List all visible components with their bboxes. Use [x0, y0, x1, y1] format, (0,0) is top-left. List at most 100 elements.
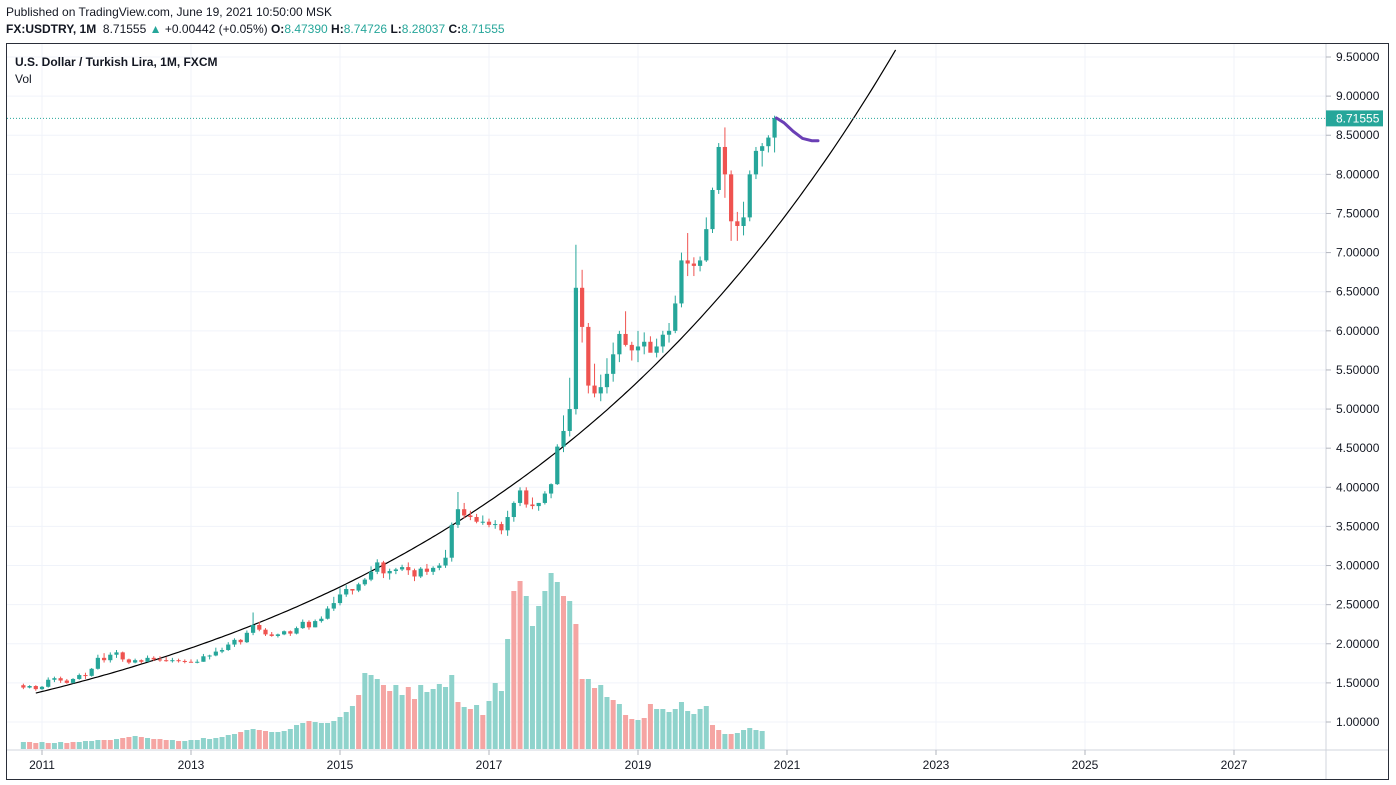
- candle-body: [232, 639, 237, 645]
- volume-bar: [194, 740, 200, 749]
- volume-bar: [486, 701, 492, 749]
- candle-body: [462, 509, 467, 516]
- volume-bar: [182, 741, 188, 749]
- candle-body: [536, 502, 541, 507]
- candle: [468, 510, 473, 521]
- candle-body: [219, 650, 225, 652]
- candle: [722, 127, 728, 198]
- volume-bar: [467, 709, 473, 749]
- time-axis[interactable]: 2011 2013 2015 2017 2019 2021 2023 2025 2027: [29, 750, 1248, 772]
- time-tick-label: 2013: [178, 758, 205, 772]
- candle-body: [567, 409, 572, 431]
- candle-body: [722, 146, 728, 175]
- change-arrow-icon: ▲: [149, 22, 162, 36]
- candle-body: [499, 524, 504, 531]
- candle: [412, 568, 417, 582]
- volume-bar: [269, 732, 275, 749]
- volume-bars: [20, 573, 765, 749]
- candle-body: [660, 334, 665, 347]
- candle-body: [244, 632, 249, 643]
- projection-drawing[interactable]: [774, 116, 820, 143]
- candle-body: [46, 679, 51, 687]
- volume-bar: [529, 626, 535, 749]
- candle-body: [635, 346, 641, 351]
- parabolic-trend-curve[interactable]: [35, 49, 897, 694]
- candle: [598, 374, 603, 402]
- price-tick-label: 5.00000: [1336, 402, 1380, 416]
- volume-bar: [207, 739, 213, 749]
- price-axis[interactable]: 9.50000 9.00000 8.50000 8.00000 7.50000 7.000…: [1326, 50, 1380, 729]
- price-tick-label: 1.50000: [1336, 676, 1380, 690]
- candle-body: [288, 631, 293, 634]
- volume-bar: [548, 573, 554, 749]
- low-label: L:: [390, 22, 402, 36]
- volume-bar: [163, 740, 169, 749]
- candle: [592, 363, 597, 398]
- volume-bar: [275, 732, 281, 749]
- candle: [325, 606, 330, 620]
- candle: [375, 559, 380, 575]
- candle: [238, 639, 243, 645]
- open-value: 8.47390: [284, 22, 328, 36]
- time-tick-label: 2015: [327, 758, 354, 772]
- current-price-tag: 8.71555: [1326, 110, 1383, 127]
- candle: [313, 619, 318, 628]
- candle: [729, 170, 734, 241]
- time-tick-label: 2027: [1221, 758, 1248, 772]
- candle: [499, 521, 504, 535]
- candle-body: [474, 517, 479, 522]
- candle-body: [120, 652, 125, 660]
- candle-body: [760, 146, 765, 151]
- candle: [561, 415, 566, 453]
- candle-body: [716, 146, 721, 190]
- candle: [530, 497, 535, 510]
- candle-body: [555, 446, 560, 485]
- volume-bar: [716, 730, 722, 749]
- volume-bar: [380, 685, 386, 749]
- candle-body: [257, 624, 262, 630]
- candle: [188, 659, 194, 663]
- volume-bar: [250, 729, 256, 749]
- candle-body: [325, 608, 330, 619]
- volume-bar: [759, 731, 765, 749]
- candle-body: [250, 624, 256, 633]
- candle-body: [443, 557, 448, 566]
- volume-bar: [443, 687, 449, 749]
- candle: [648, 336, 653, 353]
- price-tick-label: 2.00000: [1336, 637, 1380, 651]
- candle: [710, 187, 715, 234]
- candle-body: [598, 387, 603, 394]
- close-label: C:: [448, 22, 462, 36]
- candle-body: [362, 579, 367, 585]
- candle-body: [164, 660, 169, 662]
- price-tick-label: 5.50000: [1336, 363, 1380, 377]
- volume-bar: [231, 734, 237, 749]
- low-value: 8.28037: [401, 22, 446, 36]
- candle: [33, 685, 38, 691]
- close-value: 8.71555: [461, 22, 505, 36]
- symbol-label[interactable]: FX:USDTRY, 1M: [6, 22, 97, 36]
- candle: [704, 217, 709, 262]
- volume-bar: [536, 606, 542, 749]
- volume-bar: [132, 736, 138, 749]
- candle-body: [573, 287, 579, 410]
- volume-bar: [567, 601, 573, 749]
- candle: [424, 563, 430, 575]
- volume-bar: [294, 725, 300, 749]
- candle: [604, 358, 610, 394]
- candle: [580, 269, 585, 343]
- candle: [64, 678, 69, 684]
- candle-body: [139, 660, 144, 662]
- candle-body: [505, 517, 510, 531]
- volume-bar: [82, 741, 88, 749]
- volume-bar: [176, 741, 182, 749]
- candle-body: [629, 344, 634, 351]
- volume-bar: [424, 692, 430, 749]
- candle-body: [517, 490, 523, 503]
- volume-bar: [101, 740, 107, 749]
- price-tick-label: 9.00000: [1336, 89, 1380, 103]
- volume-bar: [511, 591, 517, 749]
- candle: [83, 672, 88, 679]
- candle: [493, 520, 498, 529]
